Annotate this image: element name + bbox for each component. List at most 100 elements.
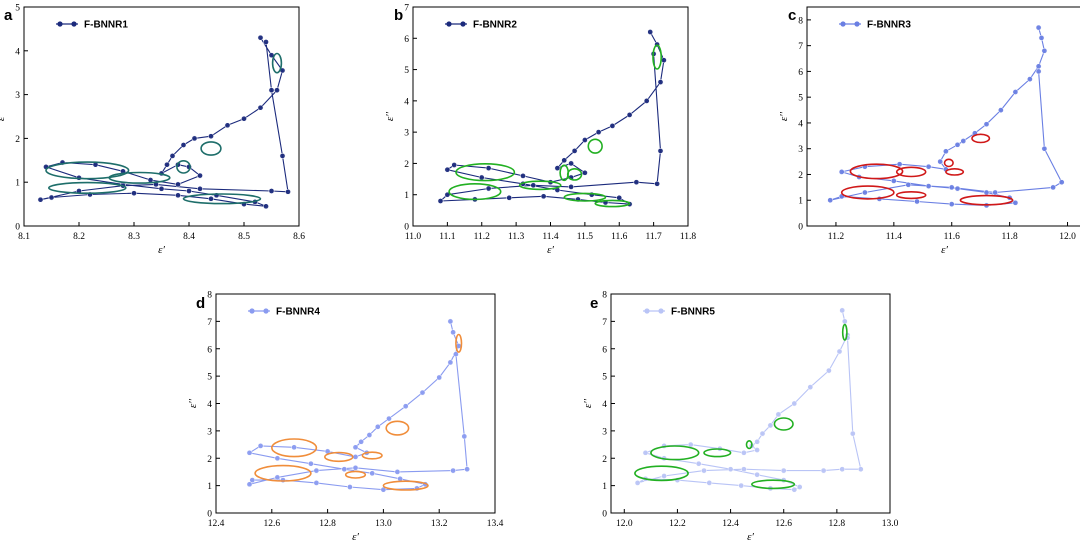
data-point — [571, 148, 578, 154]
x-tick-label: 11.8 — [680, 232, 697, 242]
cole-cole-semicircle — [323, 451, 354, 463]
cole-cole-semicircle — [703, 448, 732, 458]
y-tick-label: 3 — [404, 129, 409, 139]
y-axis-label: ε′′ — [384, 111, 396, 121]
legend-marker — [446, 21, 452, 27]
cole-cole-semicircle — [945, 167, 965, 176]
data-point — [280, 477, 286, 483]
series-line — [637, 310, 862, 491]
data-point — [464, 466, 470, 473]
data-point — [268, 87, 275, 94]
data-point — [374, 423, 381, 430]
x-tick-label: 12.4 — [722, 519, 739, 529]
data-point — [241, 115, 247, 122]
data-point — [369, 470, 376, 477]
cole-cole-semicircle — [45, 161, 130, 180]
data-point — [37, 196, 44, 203]
y-tick-label: 1 — [602, 482, 607, 492]
data-point — [568, 160, 574, 167]
y-axis-label: ε′′ — [582, 398, 594, 408]
legend-label: F-BNNR2 — [473, 20, 517, 31]
data-point — [841, 318, 848, 325]
data-point — [1041, 145, 1048, 152]
data-point — [905, 181, 912, 188]
cole-cole-semicircle — [455, 163, 516, 182]
data-point — [925, 163, 932, 170]
data-point — [695, 460, 702, 467]
data-point — [249, 477, 256, 483]
legend-label: F-BNNR3 — [867, 20, 911, 31]
data-point — [706, 480, 713, 486]
data-point — [478, 174, 485, 181]
x-tick-label: 11.2 — [474, 232, 491, 242]
y-tick-label: 5 — [602, 373, 607, 383]
y-tick-label: 6 — [602, 345, 607, 355]
y-tick-label: 6 — [207, 345, 212, 355]
y-tick-label: 4 — [602, 400, 607, 410]
data-point — [561, 157, 568, 164]
data-point — [191, 135, 198, 142]
panel-b: 11.0 11.1 11.2 11.3 11.4 11.5 11.6 11.7 11.8 0 1 2 3… — [384, 4, 696, 257]
x-tick-label: 11.6 — [944, 232, 961, 242]
data-point — [642, 449, 649, 456]
panel-label: c — [788, 7, 796, 24]
cole-cole-semicircle — [841, 323, 848, 341]
data-point — [998, 107, 1004, 113]
cole-cole-semicircle — [182, 193, 262, 205]
y-tick-label: 5 — [404, 66, 409, 76]
cole-cole-semicircle — [563, 192, 607, 202]
y-tick-label: 5 — [15, 4, 20, 14]
x-tick-label: 12.6 — [775, 519, 792, 529]
x-tick-label: 11.2 — [828, 232, 845, 242]
data-point — [257, 104, 264, 111]
cole-cole-semicircle — [773, 417, 794, 431]
data-point — [224, 122, 231, 129]
data-point — [461, 433, 468, 440]
data-point — [727, 466, 734, 473]
data-point — [838, 169, 845, 175]
plot-frame — [806, 6, 1080, 227]
data-point — [402, 403, 409, 410]
y-tick-label: 2 — [15, 135, 20, 145]
data-point — [836, 348, 843, 355]
data-point — [1027, 76, 1033, 82]
data-point — [1012, 89, 1019, 95]
x-tick-label: 11.1 — [439, 232, 456, 242]
cole-cole-semicircle — [959, 194, 1014, 206]
data-point — [352, 454, 359, 460]
cole-cole-semicircle — [108, 171, 171, 184]
x-tick-label: 11.5 — [577, 232, 594, 242]
data-point — [394, 469, 401, 475]
legend-marker — [263, 308, 269, 314]
data-point — [754, 447, 760, 453]
cole-cole-semicircle — [971, 133, 991, 144]
y-tick-label: 2 — [602, 455, 607, 465]
data-point — [992, 189, 999, 196]
data-point — [520, 173, 526, 179]
panel-label: e — [590, 295, 598, 312]
data-point — [780, 467, 787, 474]
data-point — [279, 153, 286, 159]
data-point — [657, 79, 664, 85]
data-point — [169, 153, 176, 159]
legend-marker — [71, 21, 77, 27]
y-tick-label: 7 — [602, 318, 607, 328]
y-tick-label: 1 — [207, 482, 212, 492]
y-tick-label: 1 — [404, 191, 409, 201]
y-tick-label: 3 — [15, 91, 20, 101]
data-point — [582, 169, 588, 176]
cole-cole-semicircle — [271, 52, 283, 74]
y-tick-label: 0 — [207, 510, 212, 520]
data-point — [914, 198, 920, 205]
data-point — [839, 307, 846, 314]
data-point — [131, 190, 137, 197]
x-axis-label: ε′ — [158, 244, 165, 256]
x-tick-label: 11.4 — [886, 232, 903, 242]
data-point — [48, 194, 55, 201]
cole-cole-semicircle — [344, 470, 367, 479]
legend-label: F-BNNR4 — [276, 307, 320, 318]
series-line — [248, 321, 468, 491]
data-point — [263, 39, 269, 45]
data-point — [925, 183, 932, 189]
data-point — [186, 188, 192, 194]
